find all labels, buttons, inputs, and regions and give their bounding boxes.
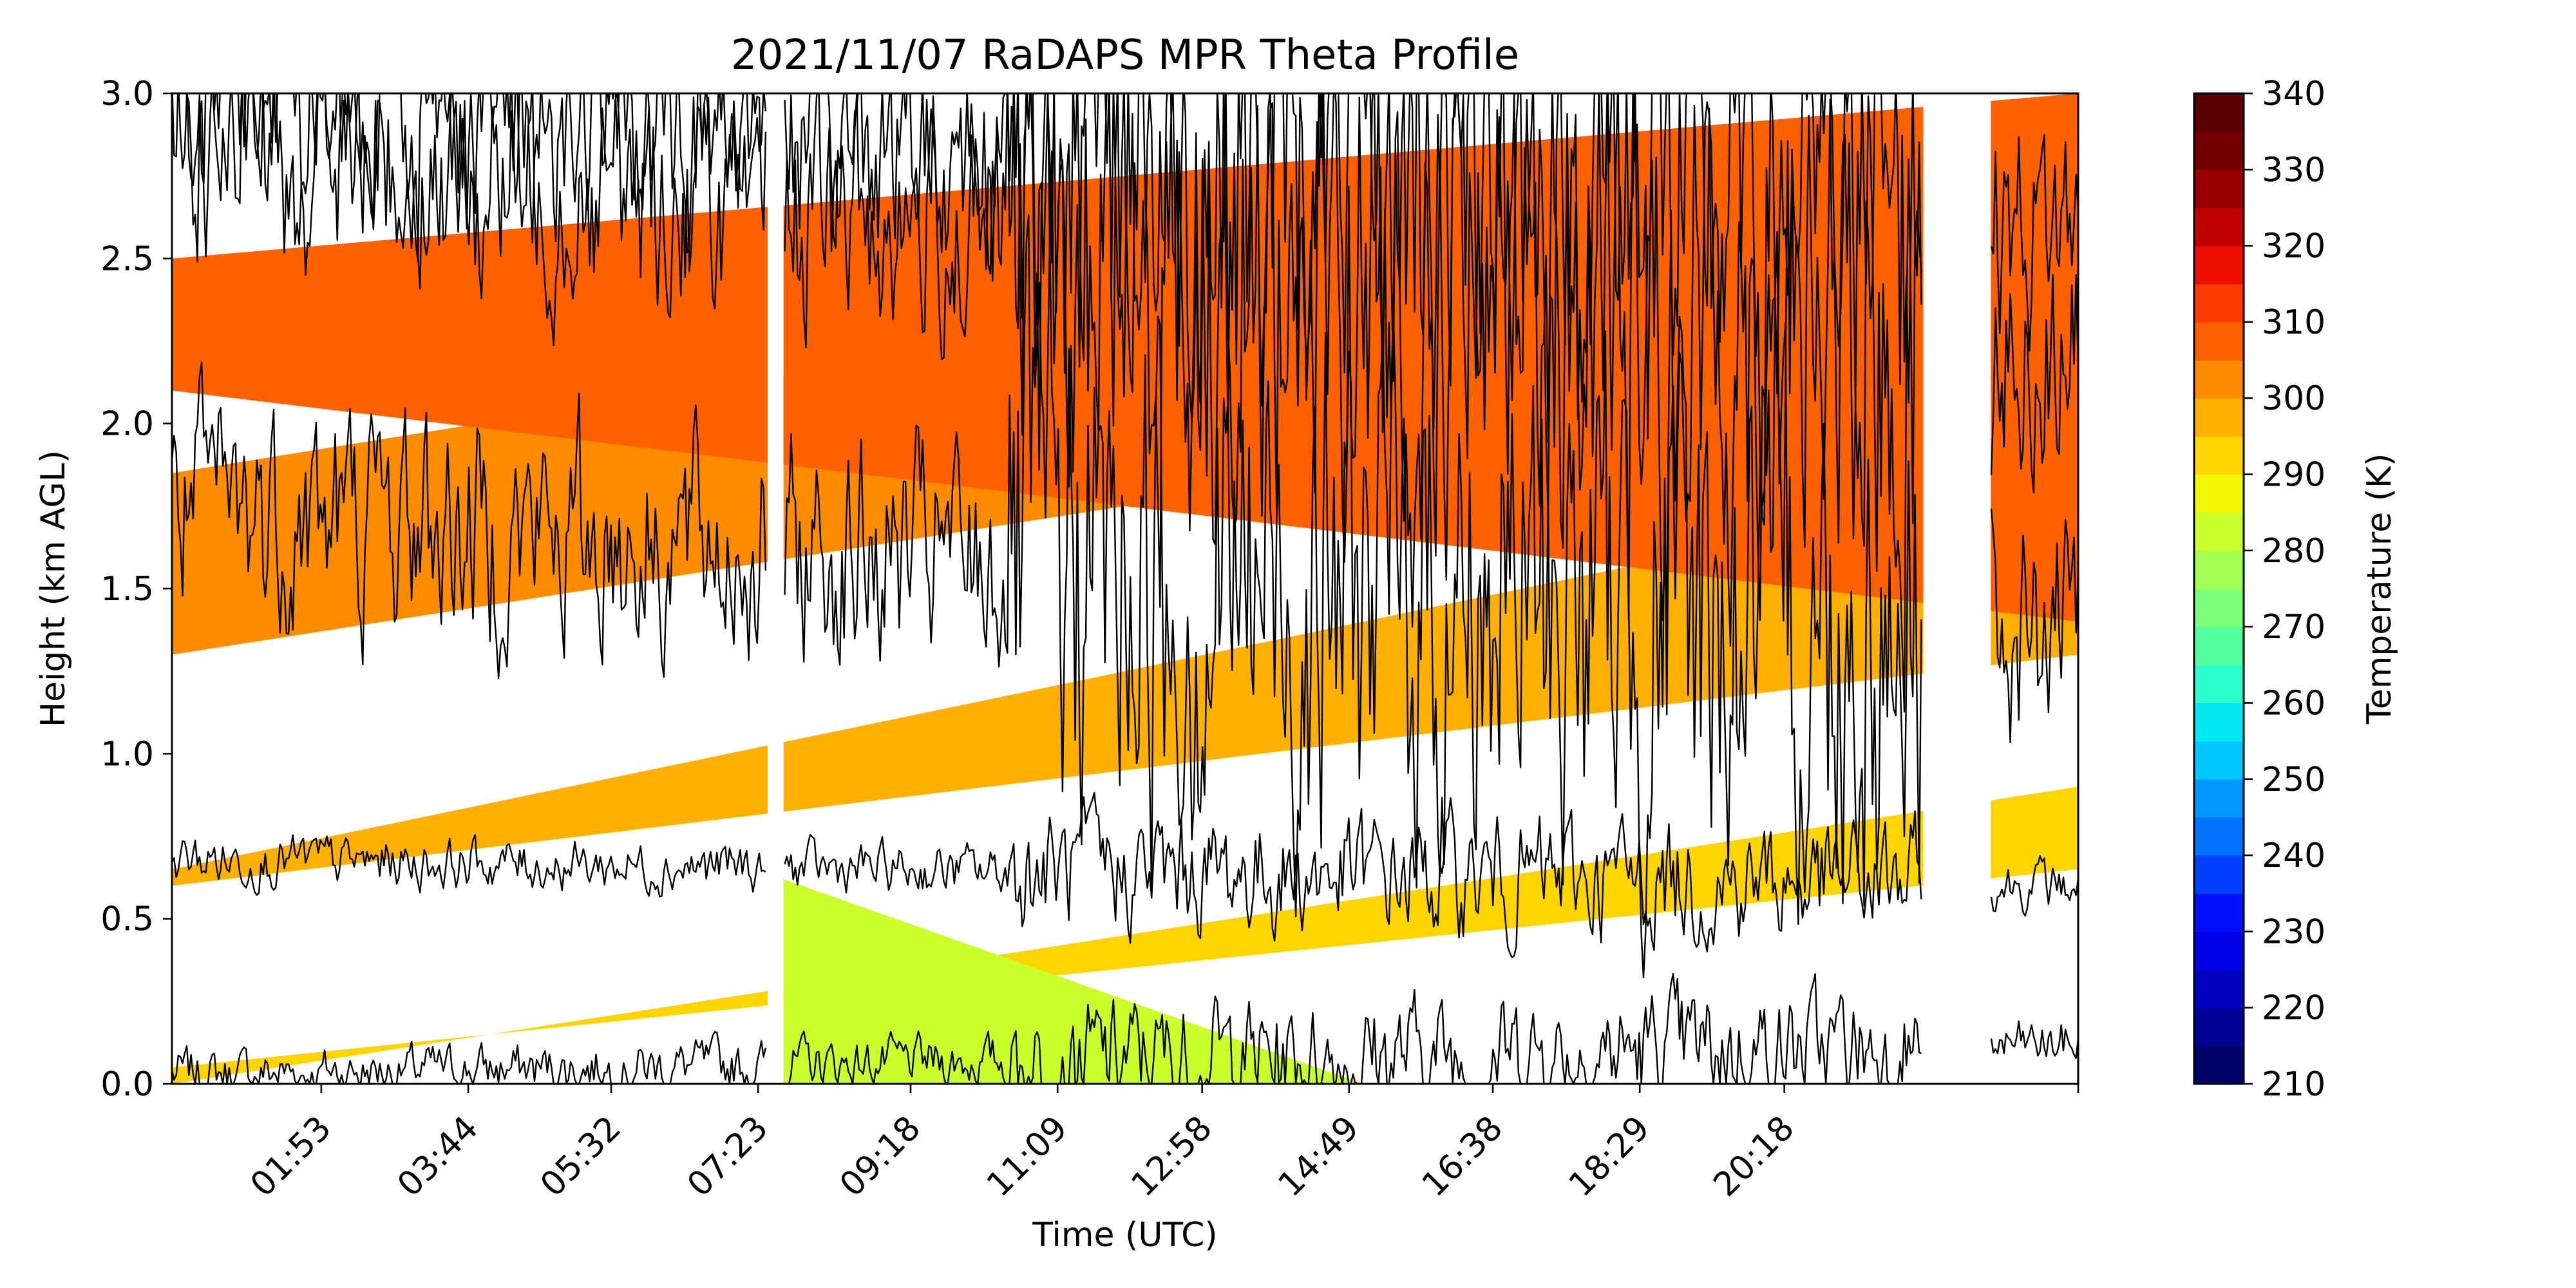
colorbar-swatch [2194, 207, 2244, 247]
isentrope-285k [172, 972, 2078, 1084]
colorbar-tick-label: 340 [2262, 75, 2325, 113]
colorbar-swatch [2194, 93, 2244, 132]
isentrope-305k [172, 93, 2078, 547]
colorbar-swatch [2194, 550, 2244, 589]
colorbar-swatch [2194, 855, 2244, 894]
colorbar-swatch [2194, 474, 2244, 513]
colorbar-swatch [2194, 398, 2244, 437]
colorbar-tick-label: 210 [2262, 1065, 2325, 1104]
colorbar-swatch [2194, 931, 2244, 971]
y-tick-label: 1.5 [100, 570, 154, 609]
colorbar-tick-label: 250 [2262, 761, 2325, 799]
colorbar-swatch [2194, 245, 2244, 285]
colorbar-swatch [2194, 779, 2244, 818]
colorbar-tick-label: 280 [2262, 532, 2325, 571]
contour-fill-305k-seg0 [172, 207, 768, 463]
x-axis-label: Time (UTC) [1032, 1216, 1217, 1255]
y-tick-label: 0.0 [100, 1065, 154, 1104]
colorbar-tick-label: 290 [2262, 456, 2325, 495]
colorbar-swatch [2194, 703, 2244, 742]
isentrope-295k [172, 214, 2078, 979]
colorbar-swatch [2194, 969, 2244, 1009]
isentrope-lines [172, 93, 2078, 1084]
colorbar-tick-label: 270 [2262, 608, 2325, 647]
colorbar-swatch [2194, 741, 2244, 780]
colorbar-label: Temperature (K) [2360, 453, 2399, 725]
colorbar-swatch [2194, 665, 2244, 704]
y-tick-label: 1.0 [100, 735, 154, 773]
colorbar-swatch [2194, 512, 2244, 551]
y-tick-label: 3.0 [100, 75, 154, 113]
colorbar-tick-label: 300 [2262, 379, 2325, 418]
colorbar-swatch [2194, 817, 2244, 856]
colorbar-frame [2193, 92, 2245, 1085]
colorbar-swatch [2194, 627, 2244, 665]
colorbar-swatch [2194, 436, 2244, 475]
y-tick-label: 0.5 [100, 900, 154, 939]
y-axis-ticks: 0.0 0.5 1.0 1.5 2.0 2.5 3.0 [100, 75, 172, 1104]
chart-title: 2021/11/07 RaDAPS MPR Theta Profile [731, 32, 1519, 79]
contour-fill-280k [783, 879, 1363, 1084]
colorbar-tick-label: 320 [2262, 227, 2325, 266]
colorbar-swatch [2194, 321, 2244, 361]
colorbar-tick-label: 230 [2262, 913, 2325, 951]
y-tick-label: 2.0 [100, 405, 154, 444]
colorbar-tick-label: 260 [2262, 684, 2325, 723]
colorbar-swatch [2194, 283, 2244, 323]
colorbar-tick-label: 310 [2262, 303, 2325, 342]
isentrope-290k [172, 791, 2078, 958]
contour-fill-290k-seg0 [172, 990, 768, 1084]
y-axis-label: Height (km AGL) [34, 450, 73, 727]
colorbar-tick-label: 330 [2262, 151, 2325, 189]
colorbar-swatch [2194, 1045, 2244, 1084]
colorbar-swatch [2194, 1007, 2244, 1046]
colorbar: 210 220 230 240 250 260 270 280 290 300 310 320 330 3… [2193, 75, 2325, 1104]
colorbar-swatch [2194, 589, 2244, 627]
plot-area [172, 93, 2078, 1084]
colorbar-tick-label: 220 [2262, 989, 2325, 1028]
contour-fill-290k-seg2 [1991, 786, 2078, 878]
colorbar-swatch [2194, 131, 2244, 170]
colorbar-tick-label: 240 [2262, 837, 2325, 875]
colorbar-swatch [2194, 169, 2244, 209]
y-tick-label: 2.5 [100, 240, 154, 278]
isentrope-300k [178, 93, 2078, 713]
colorbar-swatch [2194, 360, 2244, 399]
contour-fill-295k-seg0 [172, 745, 768, 886]
colorbar-swatch [2194, 893, 2244, 932]
